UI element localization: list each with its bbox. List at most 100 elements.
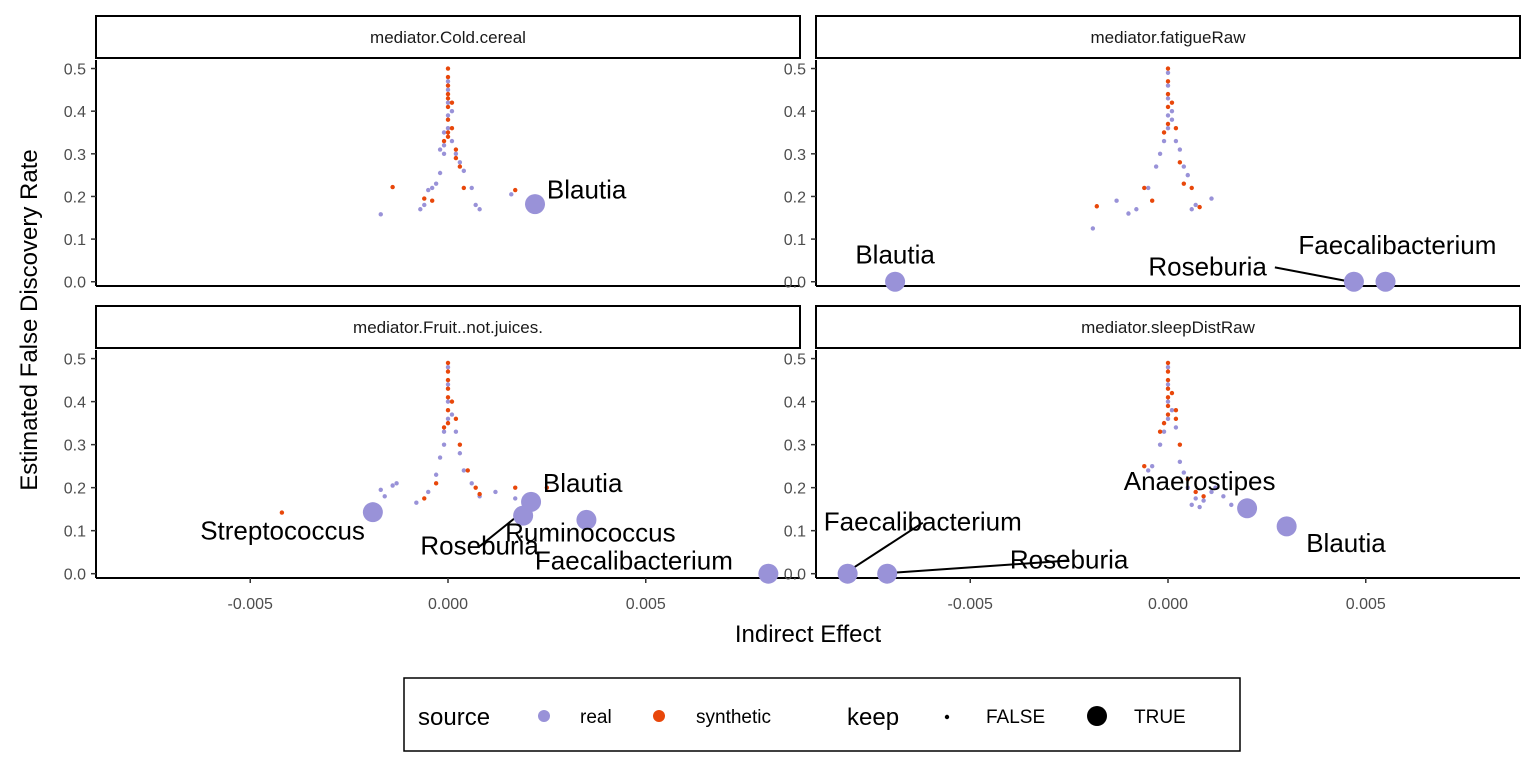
point-real — [441, 130, 447, 135]
point-synthetic — [445, 386, 451, 391]
facet-strip-title: mediator.Fruit..not.juices. — [353, 318, 543, 337]
point-real — [433, 181, 439, 186]
facet-strip-title: mediator.fatigueRaw — [1091, 28, 1247, 47]
y-tick-label: 0.4 — [64, 395, 86, 412]
point-synthetic — [433, 481, 439, 486]
point-synthetic — [453, 155, 459, 161]
point-synthetic — [422, 196, 427, 201]
point-real — [1090, 226, 1096, 231]
point-synthetic — [445, 83, 451, 88]
point-real — [1173, 138, 1179, 144]
point-synthetic — [445, 66, 451, 71]
point-synthetic — [445, 91, 451, 97]
x-tick-label: 0.000 — [1148, 596, 1188, 613]
point-real — [1229, 502, 1234, 508]
y-tick-label: 0.5 — [784, 62, 806, 79]
point-synthetic — [1165, 91, 1171, 97]
point-real-keep — [521, 491, 542, 512]
point-real — [390, 483, 395, 488]
legend-false-swatch — [944, 714, 950, 720]
point-synthetic — [473, 485, 478, 490]
point-label: Faecalibacterium — [1298, 230, 1496, 260]
facet-strip — [815, 305, 1521, 349]
point-synthetic — [1165, 121, 1171, 127]
point-real — [457, 160, 463, 165]
point-real — [1181, 164, 1187, 169]
point-real — [469, 481, 474, 486]
y-tick-label: 0.2 — [784, 189, 806, 206]
y-tick-label: 0.2 — [784, 481, 806, 498]
point-synthetic — [1157, 429, 1163, 434]
point-real — [429, 185, 435, 191]
point-real — [441, 442, 447, 447]
y-tick-label: 0.5 — [784, 352, 806, 369]
point-real — [445, 365, 451, 370]
point-real — [441, 151, 447, 157]
point-synthetic — [1165, 386, 1171, 391]
point-real — [445, 79, 451, 84]
point-synthetic — [449, 100, 455, 105]
point-synthetic — [1181, 181, 1187, 186]
y-tick-label: 0.5 — [64, 62, 86, 79]
point-real — [445, 399, 451, 404]
point-synthetic — [445, 408, 451, 413]
point-synthetic — [1193, 489, 1198, 495]
point-synthetic — [445, 74, 451, 80]
x-tick-label: 0.000 — [428, 596, 468, 613]
point-synthetic — [1161, 420, 1167, 426]
point-real — [449, 108, 455, 114]
point-real — [1177, 459, 1183, 465]
point-synthetic — [1165, 104, 1171, 110]
point-real — [414, 500, 419, 505]
y-tick-label: 0.3 — [784, 438, 806, 455]
point-synthetic — [445, 117, 451, 122]
point-real — [441, 143, 447, 148]
point-synthetic — [1197, 204, 1202, 210]
point-real — [449, 412, 455, 417]
point-real — [437, 147, 443, 152]
point-synthetic — [457, 164, 463, 169]
point-real — [426, 489, 431, 495]
point-label: Blautia — [855, 239, 935, 269]
point-synthetic — [453, 147, 459, 152]
point-synthetic — [1201, 494, 1206, 499]
point-synthetic — [453, 416, 459, 422]
legend-true-swatch — [1087, 706, 1107, 726]
point-real — [382, 494, 387, 499]
point-label: Blautia — [547, 175, 627, 205]
facet-panel: mediator.sleepDistRaw 0.0 0.1 0.2 0.3 0.4 0.5 -… — [784, 305, 1521, 613]
point-real — [1165, 96, 1171, 101]
y-tick-label: 0.0 — [64, 567, 86, 584]
point-real — [437, 455, 443, 460]
point-label: Blautia — [1306, 528, 1386, 558]
point-synthetic — [1165, 360, 1171, 366]
point-synthetic — [445, 134, 451, 139]
facet-strip — [95, 305, 801, 349]
point-synthetic — [1165, 403, 1171, 409]
point-real — [445, 87, 451, 93]
point-synthetic — [544, 485, 550, 490]
point-synthetic — [445, 360, 451, 366]
point-label: Ruminococcus — [505, 517, 676, 547]
point-synthetic — [429, 198, 435, 203]
point-synthetic — [513, 485, 518, 490]
point-real — [1157, 442, 1163, 447]
point-real-keep — [1237, 498, 1258, 519]
point-real — [1185, 172, 1190, 178]
point-synthetic — [1165, 66, 1171, 71]
point-synthetic — [1173, 416, 1179, 422]
point-real — [445, 382, 451, 387]
point-real — [1165, 365, 1171, 370]
point-real — [1114, 198, 1119, 203]
label-leader-line — [479, 516, 516, 548]
y-axis-title: Estimated False Discovery Rate — [16, 149, 43, 490]
y-tick-label: 0.4 — [784, 395, 806, 412]
point-label: Streptococcus — [200, 515, 365, 545]
point-label: Anaerostipes — [1124, 466, 1276, 496]
point-real — [1146, 468, 1151, 473]
point-real — [1126, 211, 1131, 216]
point-synthetic — [441, 138, 447, 144]
y-tick-label: 0.2 — [64, 481, 86, 498]
legend-false-label: FALSE — [986, 707, 1045, 728]
